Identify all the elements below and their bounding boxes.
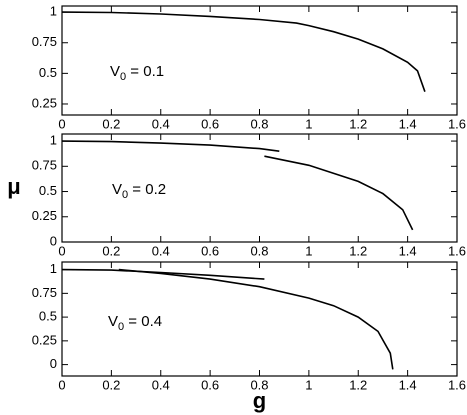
y-tick-label: 0.5 <box>39 65 57 80</box>
x-tick-label: 1 <box>305 116 312 131</box>
x-tick-label: 0 <box>58 243 65 258</box>
x-tick-label: 0.4 <box>152 377 170 392</box>
x-tick-label: 0 <box>58 116 65 131</box>
annotation: V0 = 0.1 <box>110 63 164 83</box>
x-tick-label: 1.6 <box>448 116 466 131</box>
x-tick-label: 0.8 <box>250 116 268 131</box>
y-tick-label: 0 <box>50 233 57 248</box>
y-tick-label: 0.5 <box>39 183 57 198</box>
x-tick-label: 1.2 <box>349 377 367 392</box>
y-tick-label: 0.5 <box>39 309 57 324</box>
x-tick-label: 0.6 <box>201 243 219 258</box>
x-tick-label: 0.8 <box>250 377 268 392</box>
x-tick-label: 0.6 <box>201 377 219 392</box>
annotation: V0 = 0.4 <box>108 313 162 333</box>
curve <box>61 268 265 280</box>
curve <box>61 140 280 152</box>
annotation-subscript: 0 <box>120 71 126 83</box>
y-tick-label: 0.75 <box>32 34 57 49</box>
y-tick-label: 1 <box>50 133 57 148</box>
annotation-base: V <box>110 63 120 80</box>
annotation-rest: = 0.4 <box>124 313 162 330</box>
x-tick-label: 0.2 <box>102 116 120 131</box>
x-tick-label: 1.6 <box>448 377 466 392</box>
annotation-base: V <box>112 181 122 198</box>
x-tick-label: 1.4 <box>399 116 417 131</box>
annotation-base: V <box>108 313 118 330</box>
x-tick-label: 1 <box>305 377 312 392</box>
x-tick-label: 1.2 <box>349 116 367 131</box>
y-tick-label: 1 <box>50 261 57 276</box>
y-tick-label: 0 <box>50 356 57 371</box>
x-tick-label: 0.6 <box>201 116 219 131</box>
curve <box>118 268 394 370</box>
x-tick-label: 1.4 <box>399 377 417 392</box>
x-tick-label: 0.2 <box>102 377 120 392</box>
x-tick-label: 1.2 <box>349 243 367 258</box>
y-tick-label: 0.25 <box>32 208 57 223</box>
x-tick-label: 0.8 <box>250 243 268 258</box>
curve <box>264 155 414 231</box>
annotation-rest: = 0.2 <box>128 181 166 198</box>
annotation-rest: = 0.1 <box>126 63 164 80</box>
x-tick-label: 1 <box>305 243 312 258</box>
y-axis-label: μ <box>7 174 20 199</box>
curve <box>61 11 426 92</box>
annotation-subscript: 0 <box>118 321 124 333</box>
x-tick-label: 1.4 <box>399 243 417 258</box>
y-tick-label: 0.25 <box>32 332 57 347</box>
x-tick-label: 0.4 <box>152 243 170 258</box>
x-tick-label: 0.2 <box>102 243 120 258</box>
y-tick-label: 1 <box>50 4 57 19</box>
y-tick-label: 0.75 <box>32 285 57 300</box>
annotation-subscript: 0 <box>122 189 128 201</box>
x-tick-label: 0.4 <box>152 116 170 131</box>
plot-frame <box>61 5 458 116</box>
y-tick-label: 0.75 <box>32 158 57 173</box>
x-axis-label: g <box>253 388 266 413</box>
x-tick-label: 1.6 <box>448 243 466 258</box>
y-tick-label: 0.25 <box>32 95 57 110</box>
x-tick-label: 0 <box>58 377 65 392</box>
annotation: V0 = 0.2 <box>112 181 166 201</box>
